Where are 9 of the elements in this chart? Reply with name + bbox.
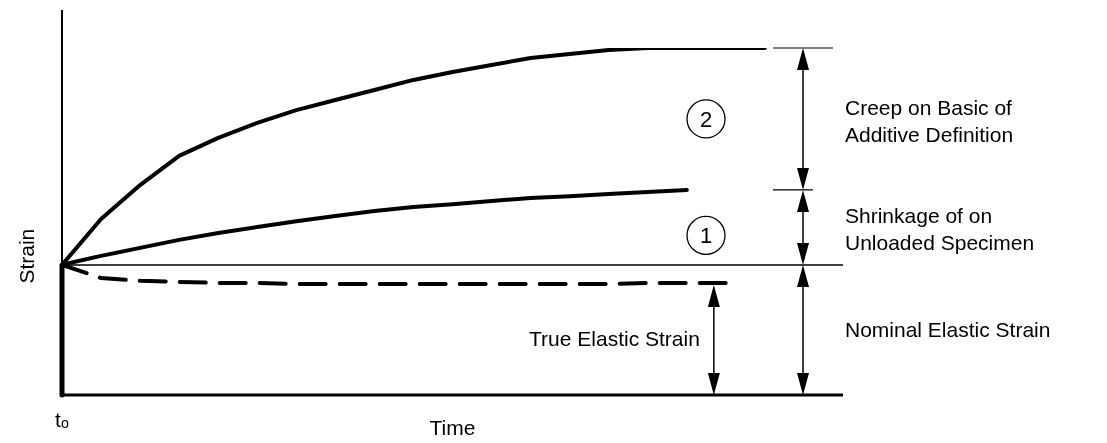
annotation: 2 xyxy=(699,106,713,132)
x-axis-title: Time xyxy=(429,416,476,439)
annotation: 1 xyxy=(699,223,713,249)
y-axis-title: Strain xyxy=(15,228,38,284)
text: Creep on Basic of Additive Definition xyxy=(845,95,1014,146)
annotation: True Elastic Strain xyxy=(529,326,700,350)
text: Nominal Elastic Strain xyxy=(845,317,1051,341)
text: tₒ xyxy=(55,408,69,431)
text: Shrinkage of on Unloaded Specimen xyxy=(845,204,1035,255)
